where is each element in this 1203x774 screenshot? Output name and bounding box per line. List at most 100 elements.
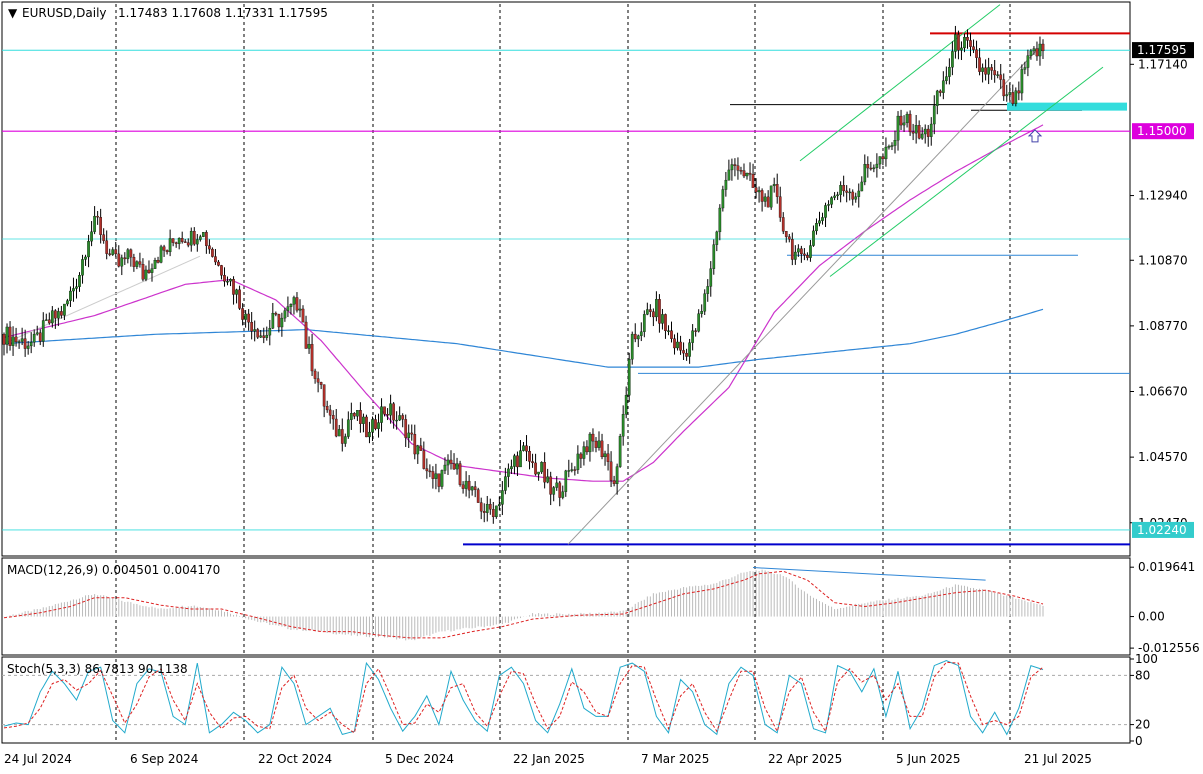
macd-y-label: 0.019641: [1138, 560, 1195, 574]
bearish-candle: [316, 378, 320, 383]
bullish-candle: [745, 172, 749, 177]
bullish-candle: [57, 311, 60, 319]
bearish-candle: [531, 461, 534, 464]
bearish-candle: [96, 215, 99, 218]
bullish-candle: [815, 223, 818, 232]
stoch-y-label: 0: [1135, 734, 1143, 748]
bullish-candle: [289, 304, 293, 307]
stoch-title: Stoch(5,3,3) 86.7813 90.1138: [7, 662, 188, 676]
bearish-candle: [682, 350, 685, 354]
bullish-candle: [398, 415, 402, 421]
bullish-candle: [440, 470, 444, 487]
stoch-main-line: [3, 660, 1044, 736]
bullish-candle: [621, 414, 625, 437]
bearish-candle: [313, 370, 317, 379]
bullish-candle: [576, 453, 580, 470]
bullish-candle: [29, 342, 33, 347]
bearish-candle: [256, 329, 260, 338]
bullish-candle: [546, 476, 550, 483]
bullish-candle: [280, 317, 284, 328]
bearish-candle: [972, 46, 975, 50]
bearish-candle: [476, 489, 480, 503]
bearish-candle: [534, 462, 537, 475]
bearish-candle: [1035, 48, 1039, 57]
bullish-candle: [935, 90, 939, 106]
bearish-candle: [594, 440, 598, 448]
bearish-candle: [295, 297, 299, 311]
bullish-candle: [69, 290, 72, 301]
bullish-candle: [636, 335, 640, 340]
bullish-candle: [721, 189, 725, 209]
bullish-candle: [1032, 48, 1036, 52]
bearish-candle: [114, 249, 118, 255]
bullish-candle: [839, 185, 842, 195]
bearish-candle: [404, 419, 408, 438]
bearish-candle: [156, 260, 160, 263]
stoch-y-label: 80: [1135, 668, 1150, 682]
bearish-candle: [754, 187, 758, 193]
bullish-candle: [11, 336, 15, 346]
bullish-candle: [932, 105, 936, 125]
bullish-candle: [676, 341, 679, 349]
bearish-candle: [386, 414, 389, 416]
bearish-candle: [975, 49, 978, 58]
bullish-candle: [570, 469, 574, 471]
bullish-candle: [905, 113, 909, 124]
bearish-candle: [1017, 90, 1021, 94]
macd-y-label: 0.00: [1138, 610, 1165, 624]
price-label-text: 1.17595: [1137, 43, 1187, 57]
bullish-candle: [84, 256, 87, 260]
bearish-candle: [766, 196, 770, 208]
bullish-candle: [522, 445, 525, 451]
bearish-candle: [458, 463, 462, 485]
bearish-candle: [334, 418, 338, 437]
bearish-candle: [99, 217, 103, 235]
bearish-candle: [410, 432, 414, 435]
bullish-candle: [555, 482, 559, 488]
bearish-candle: [162, 246, 166, 251]
bullish-candle: [944, 76, 948, 81]
bearish-candle: [250, 322, 254, 332]
bullish-candle: [455, 463, 459, 470]
bearish-candle: [428, 470, 432, 473]
bullish-candle: [337, 429, 341, 437]
bearish-candle: [241, 308, 244, 320]
bullish-candle: [1038, 43, 1042, 57]
price-label-text: 1.15000: [1137, 124, 1187, 138]
bearish-candle: [612, 480, 616, 485]
bearish-candle: [491, 509, 495, 518]
macd-panel-frame: [1, 557, 1131, 656]
bearish-candle: [999, 74, 1003, 80]
bearish-candle: [310, 344, 314, 372]
bullish-candle: [229, 279, 232, 282]
bullish-candle: [1020, 69, 1024, 94]
bullish-candle: [494, 505, 498, 518]
bearish-candle: [401, 415, 405, 420]
bearish-candle: [374, 419, 377, 429]
bullish-candle: [50, 310, 54, 324]
bearish-candle: [217, 261, 220, 266]
bullish-candle: [639, 331, 643, 336]
price-label-box: [1132, 521, 1194, 538]
bullish-candle: [135, 261, 139, 267]
bearish-candle: [274, 312, 278, 315]
bullish-candle: [582, 446, 586, 459]
bearish-candle: [14, 336, 18, 343]
bearish-candle: [528, 450, 531, 462]
bullish-candle: [434, 473, 438, 479]
bullish-candle: [824, 205, 827, 218]
bearish-candle: [138, 261, 142, 265]
symbol-dropdown-icon[interactable]: ▼: [8, 6, 18, 20]
bullish-candle: [884, 146, 888, 160]
bearish-candle: [129, 249, 133, 258]
bullish-candle: [259, 335, 263, 338]
bullish-candle: [923, 128, 927, 135]
bearish-candle: [108, 253, 112, 255]
bearish-candle: [319, 382, 323, 385]
bullish-candle: [416, 445, 420, 455]
bearish-candle: [685, 352, 688, 357]
bullish-candle: [896, 115, 900, 141]
bullish-candle: [35, 332, 39, 335]
